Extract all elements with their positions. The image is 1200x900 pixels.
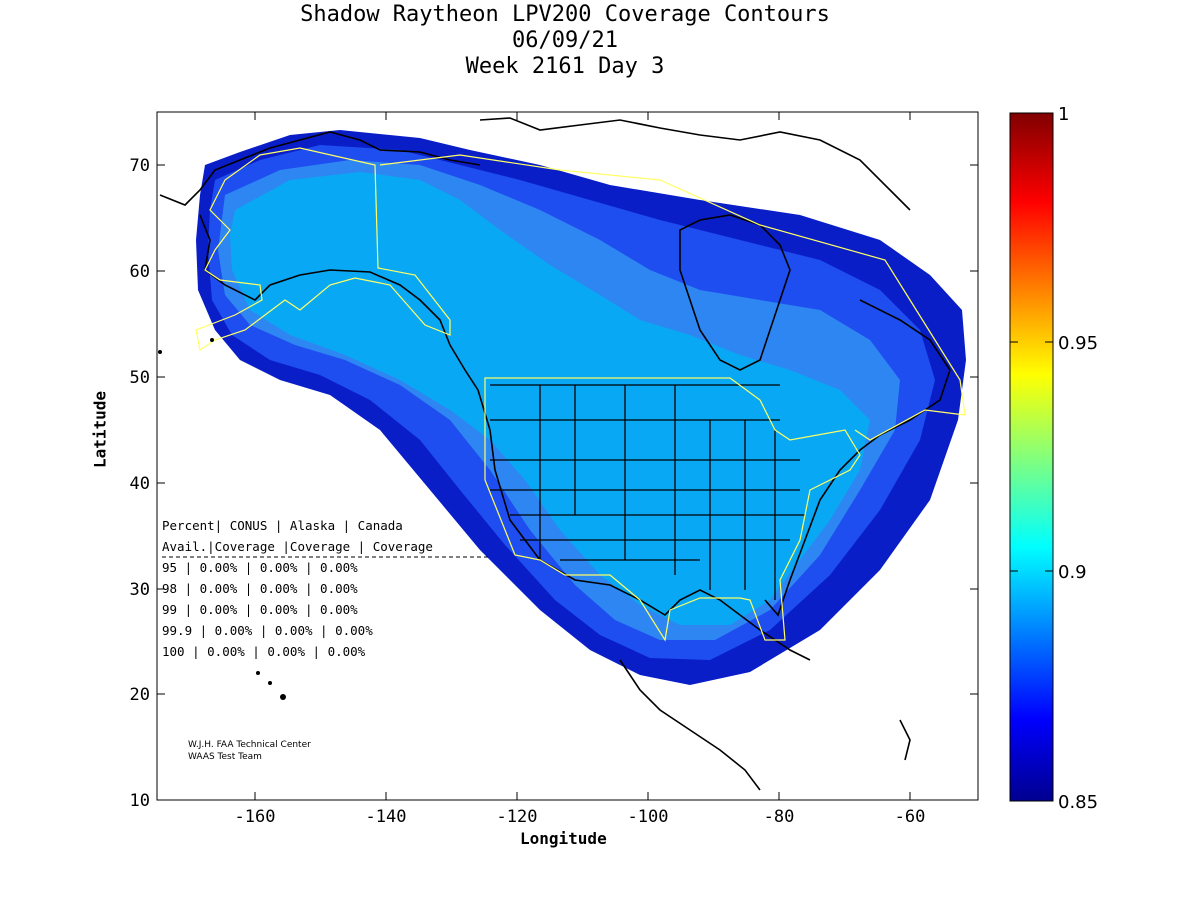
coverage-table: Percent| CONUS | Alaska | Canada Avail.|… — [162, 518, 490, 659]
y-tick: 40 — [130, 474, 150, 494]
y-tick: 50 — [130, 368, 150, 388]
x-tick: -160 — [235, 807, 276, 827]
x-tick-labels: -160 -140 -120 -100 -80 -60 — [235, 807, 926, 827]
y-tick-labels: 70 60 50 40 30 20 10 — [130, 156, 150, 811]
table-header: Avail.|Coverage |Coverage | Coverage — [162, 539, 433, 554]
colorbar-tick: 1 — [1058, 104, 1069, 125]
islands — [158, 338, 286, 700]
colorbar-labels: 1 0.95 0.9 0.85 — [1058, 104, 1098, 813]
chart-title: Shadow Raytheon LPV200 Coverage Contours — [300, 2, 830, 27]
x-tick: -100 — [628, 807, 669, 827]
axis-ticks — [157, 112, 978, 800]
colorbar-ticks — [1010, 341, 1053, 572]
chart-date: 06/09/21 — [512, 28, 618, 53]
x-tick: -80 — [764, 807, 795, 827]
y-tick: 10 — [130, 791, 150, 811]
table-row: 100 | 0.00% | 0.00% | 0.00% — [162, 644, 366, 659]
colorbar-tick: 0.9 — [1058, 562, 1087, 583]
x-tick: -140 — [366, 807, 407, 827]
x-axis-label: Longitude — [520, 829, 607, 848]
table-header: Percent| CONUS | Alaska | Canada — [162, 518, 403, 533]
colorbar-tick: 0.85 — [1058, 792, 1098, 813]
coastlines — [159, 117, 951, 791]
colorbar — [1009, 112, 1054, 802]
y-tick: 20 — [130, 685, 150, 705]
table-row: 95 | 0.00% | 0.00% | 0.00% — [162, 560, 358, 575]
table-row: 99.9 | 0.00% | 0.00% | 0.00% — [162, 623, 373, 638]
x-tick: -60 — [895, 807, 926, 827]
y-tick: 70 — [130, 156, 150, 176]
credit-line: W.J.H. FAA Technical Center — [188, 740, 311, 750]
state-boundaries — [490, 384, 805, 600]
table-row: 98 | 0.00% | 0.00% | 0.00% — [162, 581, 358, 596]
y-axis-label: Latitude — [90, 390, 110, 469]
region-outlines — [195, 147, 966, 642]
table-row: 99 | 0.00% | 0.00% | 0.00% — [162, 602, 358, 617]
y-tick: 60 — [130, 262, 150, 282]
x-tick: -120 — [497, 807, 538, 827]
credit-line: WAAS Test Team — [188, 752, 262, 762]
chart-week: Week 2161 Day 3 — [465, 54, 665, 79]
colorbar-tick: 0.95 — [1058, 333, 1098, 354]
credits: W.J.H. FAA Technical Center WAAS Test Te… — [188, 740, 311, 762]
coverage-contours — [158, 117, 966, 791]
y-tick: 30 — [130, 580, 150, 600]
